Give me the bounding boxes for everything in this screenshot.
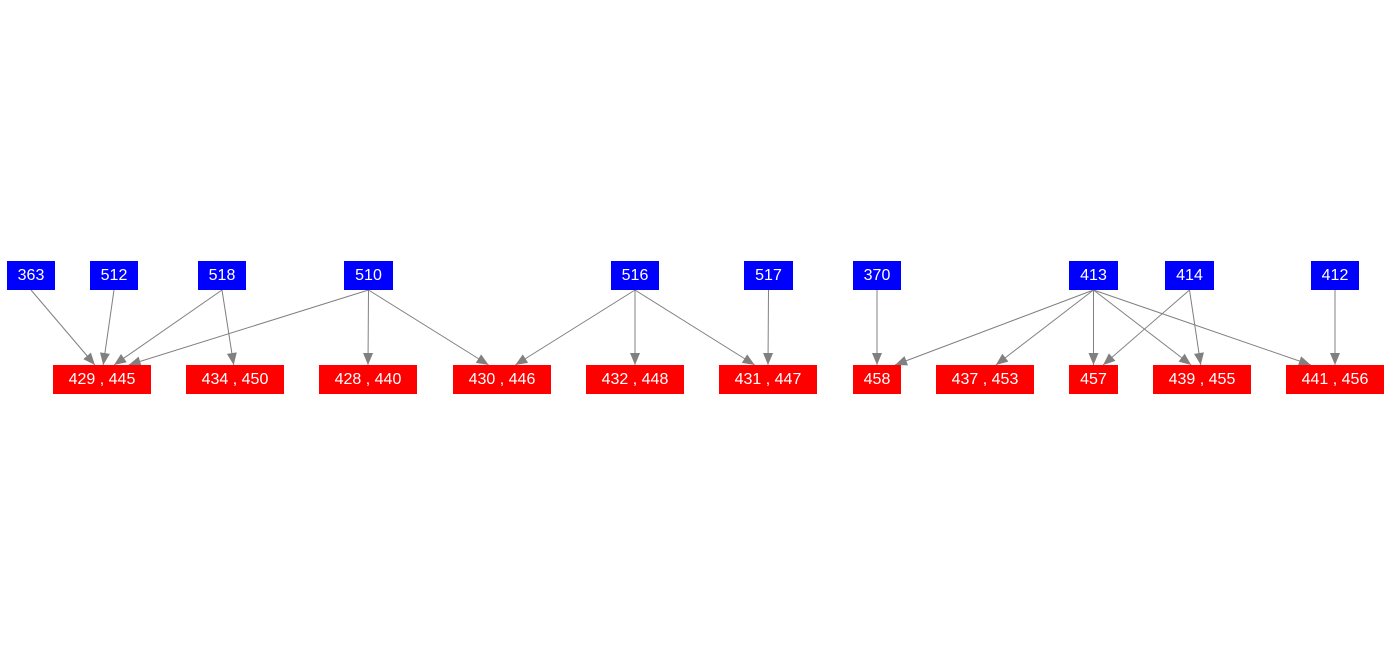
arrowhead-s510-t429 bbox=[128, 356, 142, 367]
arrowhead-s413-t457 bbox=[1088, 353, 1099, 365]
arrowhead-s516-t431 bbox=[741, 354, 755, 365]
node-413[interactable]: 413 bbox=[1069, 261, 1118, 290]
arrowhead-s413-t441 bbox=[1297, 356, 1311, 366]
node-518[interactable]: 518 bbox=[198, 261, 246, 290]
node-430-446[interactable]: 430 , 446 bbox=[453, 365, 551, 394]
node-516[interactable]: 516 bbox=[611, 261, 659, 290]
edge-s413-t458 bbox=[894, 289, 1094, 366]
node-370[interactable]: 370 bbox=[853, 261, 901, 290]
edge-s518-t434 bbox=[221, 289, 235, 366]
arrowhead-s510-t430 bbox=[475, 354, 489, 365]
arrowhead-s517-t431 bbox=[763, 352, 774, 365]
arrowhead-s363-t429 bbox=[83, 352, 95, 365]
edge-s517-t431 bbox=[767, 289, 769, 366]
node-457[interactable]: 457 bbox=[1069, 365, 1118, 394]
node-510[interactable]: 510 bbox=[344, 261, 393, 290]
edge-s516-t431 bbox=[634, 289, 755, 366]
node-437-453[interactable]: 437 , 453 bbox=[936, 365, 1034, 394]
edge-s413-t441 bbox=[1093, 289, 1312, 366]
edge-s518-t429 bbox=[113, 289, 223, 366]
node-441-456[interactable]: 441 , 456 bbox=[1286, 365, 1384, 394]
node-431-447[interactable]: 431 , 447 bbox=[719, 365, 817, 394]
arrowhead-s518-t434 bbox=[226, 352, 237, 365]
arrowhead-s412-t441 bbox=[1330, 353, 1340, 365]
edge-s510-t430 bbox=[368, 289, 489, 366]
edge-s510-t428 bbox=[367, 289, 369, 366]
node-429-445[interactable]: 429 , 445 bbox=[53, 365, 151, 394]
node-432-448[interactable]: 432 , 448 bbox=[586, 365, 684, 394]
edge-s510-t429 bbox=[128, 289, 369, 366]
node-428-440[interactable]: 428 , 440 bbox=[319, 365, 417, 394]
edge-s413-t439 bbox=[1093, 289, 1192, 366]
edge-s516-t430 bbox=[515, 289, 636, 366]
arrowhead-s518-t429 bbox=[114, 354, 127, 365]
node-439-455[interactable]: 439 , 455 bbox=[1153, 365, 1251, 394]
edge-s512-t429 bbox=[102, 289, 115, 366]
arrowhead-s413-t437 bbox=[995, 353, 1009, 365]
node-458[interactable]: 458 bbox=[853, 365, 901, 394]
edge-s413-t437 bbox=[995, 289, 1094, 366]
arrowhead-s516-t430 bbox=[515, 354, 529, 365]
node-517[interactable]: 517 bbox=[744, 261, 793, 290]
arrowhead-s413-t439 bbox=[1178, 353, 1192, 365]
arrowhead-s512-t429 bbox=[99, 352, 110, 365]
edge-s414-t457 bbox=[1102, 289, 1190, 366]
arrowhead-s370-t458 bbox=[872, 353, 882, 365]
node-434-450[interactable]: 434 , 450 bbox=[186, 365, 284, 394]
arrowhead-s413-t458 bbox=[895, 356, 908, 366]
edge-s363-t429 bbox=[30, 289, 96, 366]
arrowhead-s510-t428 bbox=[363, 352, 374, 365]
arrowhead-s516-t432 bbox=[630, 353, 640, 365]
node-414[interactable]: 414 bbox=[1165, 261, 1214, 290]
node-412[interactable]: 412 bbox=[1311, 261, 1359, 290]
arrowhead-s414-t439 bbox=[1194, 352, 1204, 365]
node-512[interactable]: 512 bbox=[90, 261, 138, 290]
edge-s414-t439 bbox=[1189, 289, 1202, 366]
arrowhead-s414-t457 bbox=[1103, 353, 1116, 365]
node-363[interactable]: 363 bbox=[7, 261, 55, 290]
